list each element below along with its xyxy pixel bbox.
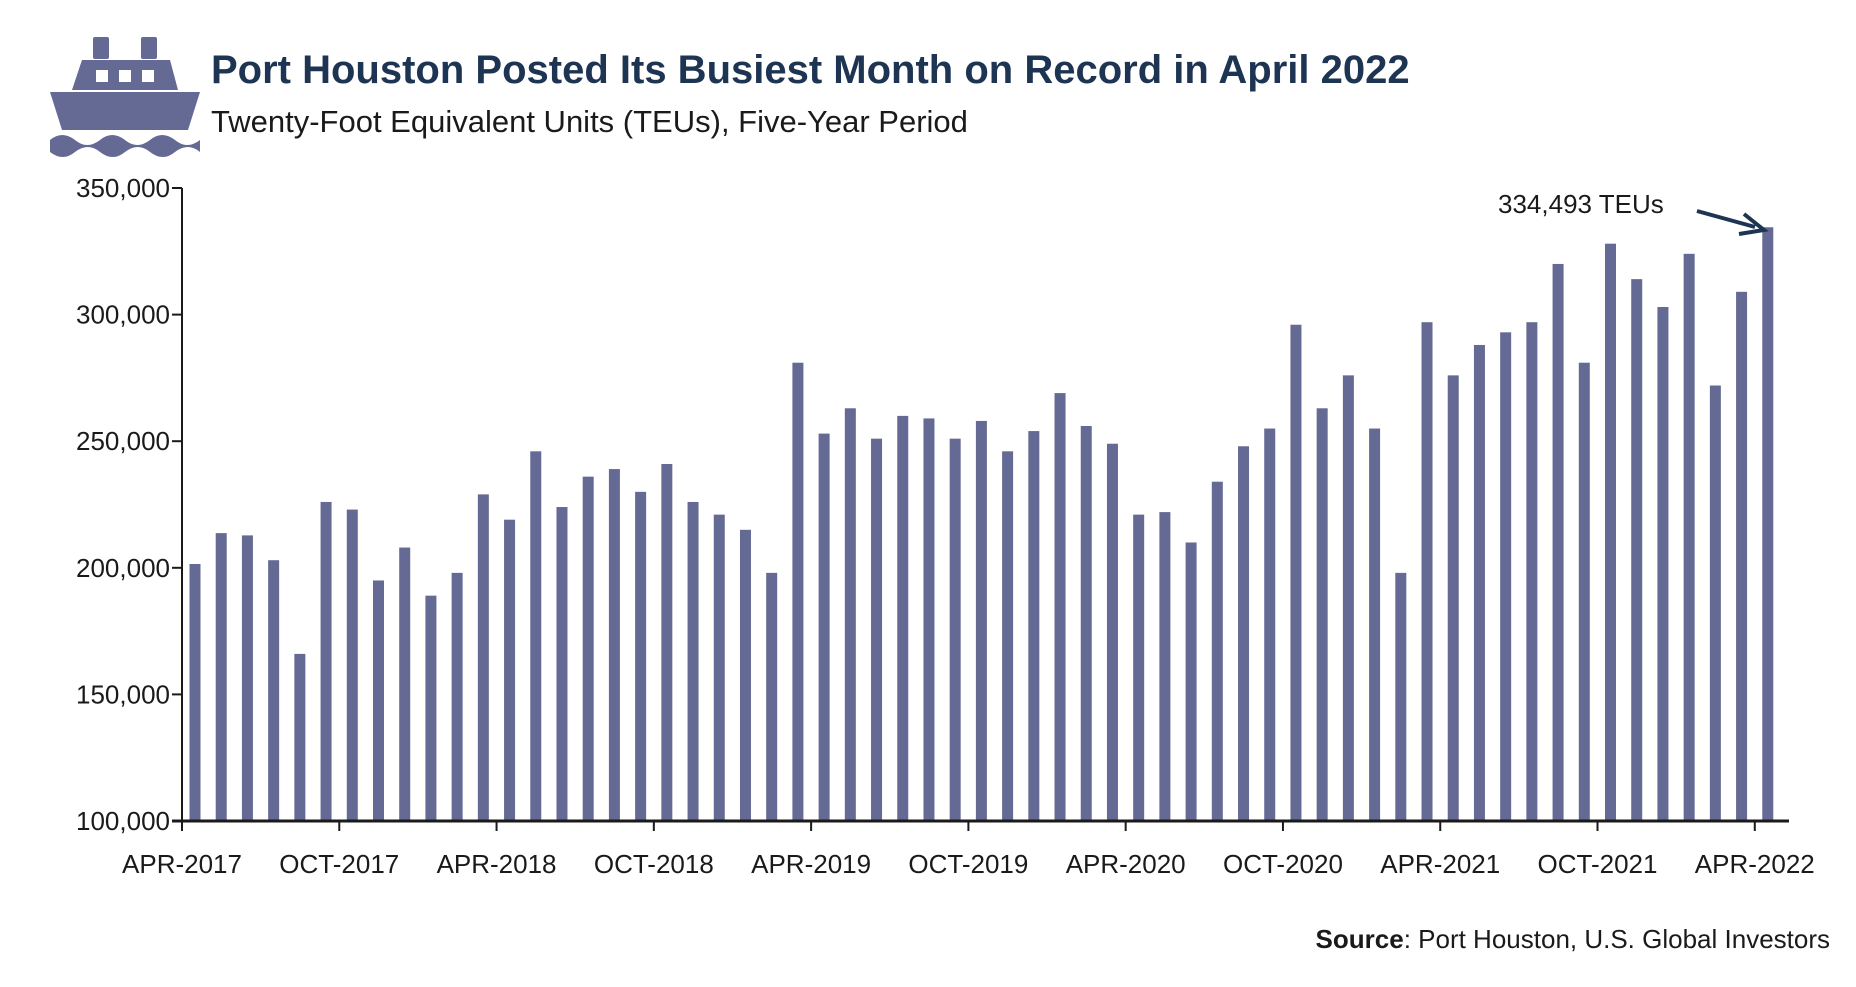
bar-mar-2018 bbox=[477, 494, 489, 821]
bar-nov-2017 bbox=[372, 580, 384, 821]
bars bbox=[189, 227, 1774, 822]
bar-feb-2022 bbox=[1709, 385, 1721, 821]
bar-mar-2022 bbox=[1736, 291, 1748, 821]
chart-subtitle: Twenty-Foot Equivalent Units (TEUs), Fiv… bbox=[211, 104, 968, 139]
bar-may-2019 bbox=[844, 408, 856, 821]
ship-icon bbox=[50, 37, 200, 157]
bar-jun-2017 bbox=[241, 535, 253, 821]
x-tick-label: APR-2019 bbox=[751, 849, 871, 879]
annotation-arrow-icon bbox=[1696, 209, 1756, 229]
x-tick-label: OCT-2017 bbox=[279, 849, 399, 879]
bar-aug-2018 bbox=[608, 469, 620, 821]
x-axis: APR-2017 OCT-2017 APR-2018 OCT-2018 APR-2019… bbox=[122, 821, 1815, 879]
y-tick-label: 200,000 bbox=[76, 553, 170, 583]
bar-jul-2021 bbox=[1526, 322, 1538, 821]
bar-jul-2018 bbox=[582, 476, 594, 821]
x-tick-label: APR-2022 bbox=[1695, 849, 1815, 879]
ship-windows bbox=[96, 70, 154, 82]
bar-oct-2018 bbox=[661, 463, 673, 821]
annotation-label: 334,493 TEUs bbox=[1498, 189, 1664, 219]
bar-apr-2017 bbox=[189, 564, 201, 821]
y-tick-label: 100,000 bbox=[76, 806, 170, 836]
bar-dec-2018 bbox=[713, 514, 725, 821]
bar-jun-2019 bbox=[871, 438, 883, 821]
bar-feb-2019 bbox=[766, 572, 778, 821]
bar-jul-2019 bbox=[897, 415, 909, 821]
bar-jan-2022 bbox=[1683, 253, 1695, 821]
y-tick-label: 300,000 bbox=[76, 300, 170, 330]
x-tick-label: APR-2018 bbox=[437, 849, 557, 879]
bar-aug-2021 bbox=[1552, 263, 1564, 822]
bar-feb-2020 bbox=[1080, 426, 1092, 821]
source-text: : Port Houston, U.S. Global Investors bbox=[1404, 924, 1830, 954]
source-note: Source: Port Houston, U.S. Global Invest… bbox=[1316, 924, 1830, 954]
bar-aug-2019 bbox=[923, 418, 935, 821]
bar-jul-2020 bbox=[1211, 481, 1223, 821]
bar-jun-2018 bbox=[556, 507, 568, 821]
bar-jan-2018 bbox=[425, 595, 437, 821]
bar-nov-2020 bbox=[1316, 408, 1328, 821]
bar-nov-2019 bbox=[1002, 451, 1014, 821]
bar-feb-2018 bbox=[451, 572, 463, 821]
x-tick-label: OCT-2020 bbox=[1223, 849, 1343, 879]
bar-may-2017 bbox=[215, 533, 227, 821]
x-tick-label: OCT-2018 bbox=[594, 849, 714, 879]
bar-mar-2019 bbox=[792, 362, 804, 821]
bar-sep-2021 bbox=[1578, 362, 1590, 821]
bar-dec-2021 bbox=[1657, 307, 1669, 821]
bar-aug-2017 bbox=[294, 653, 306, 821]
bar-apr-2019 bbox=[818, 433, 830, 821]
bar-may-2018 bbox=[530, 451, 542, 821]
bar-nov-2018 bbox=[687, 501, 699, 821]
bar-apr-2022 bbox=[1762, 227, 1774, 821]
x-tick-label: OCT-2019 bbox=[908, 849, 1028, 879]
bar-jan-2020 bbox=[1054, 393, 1066, 821]
x-tick-label: APR-2021 bbox=[1380, 849, 1500, 879]
bar-feb-2021 bbox=[1395, 572, 1407, 821]
bar-jun-2020 bbox=[1185, 542, 1197, 821]
bar-may-2020 bbox=[1159, 512, 1171, 821]
bar-mar-2021 bbox=[1421, 322, 1433, 821]
bar-jan-2019 bbox=[739, 529, 751, 821]
y-tick-label: 250,000 bbox=[76, 426, 170, 456]
bar-sep-2019 bbox=[949, 438, 961, 821]
bar-dec-2017 bbox=[399, 547, 411, 821]
bar-aug-2020 bbox=[1238, 446, 1250, 821]
bar-apr-2018 bbox=[504, 519, 516, 821]
y-tick-label: 150,000 bbox=[76, 679, 170, 709]
bar-apr-2021 bbox=[1447, 375, 1459, 821]
y-tick-label: 350,000 bbox=[76, 173, 170, 203]
bar-oct-2017 bbox=[346, 509, 358, 821]
bar-nov-2021 bbox=[1631, 279, 1643, 822]
bar-jan-2021 bbox=[1369, 428, 1381, 821]
bar-jun-2021 bbox=[1500, 332, 1512, 821]
x-tick-label: APR-2020 bbox=[1066, 849, 1186, 879]
bar-may-2021 bbox=[1473, 344, 1485, 821]
x-tick-label: APR-2017 bbox=[122, 849, 242, 879]
bar-mar-2020 bbox=[1106, 443, 1118, 821]
bar-jul-2017 bbox=[268, 560, 280, 821]
y-axis: 100,000 150,000 200,000 250,000 300,000 350,0… bbox=[76, 173, 182, 836]
chart-title: Port Houston Posted Its Busiest Month on… bbox=[211, 48, 1410, 92]
bar-oct-2019 bbox=[975, 420, 987, 821]
bar-sep-2017 bbox=[320, 501, 332, 821]
x-tick-label: OCT-2021 bbox=[1538, 849, 1658, 879]
annotation-arrowhead bbox=[1738, 212, 1769, 236]
bar-apr-2020 bbox=[1133, 514, 1145, 821]
bar-oct-2020 bbox=[1290, 324, 1302, 821]
source-label: Source bbox=[1316, 924, 1404, 954]
bar-sep-2018 bbox=[635, 491, 647, 821]
bar-sep-2020 bbox=[1264, 428, 1276, 821]
bar-dec-2020 bbox=[1342, 375, 1354, 821]
bar-dec-2019 bbox=[1028, 431, 1040, 821]
bar-oct-2021 bbox=[1605, 243, 1617, 822]
